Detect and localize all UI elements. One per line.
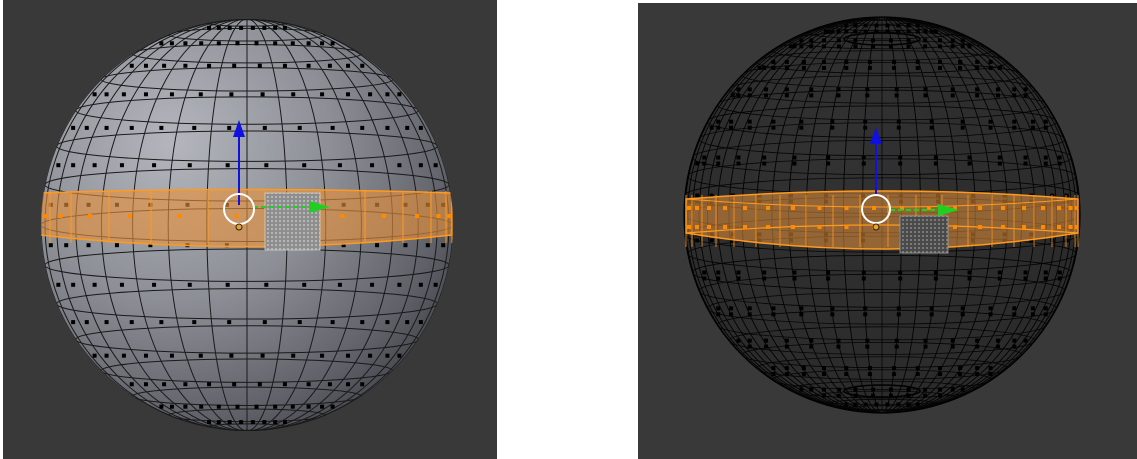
active-face <box>264 192 321 251</box>
active-face <box>899 215 949 254</box>
transform-gizmo-icon <box>861 127 959 231</box>
pivot-circle-icon <box>861 194 891 224</box>
left-viewport[interactable] <box>3 0 497 459</box>
origin-dot-icon <box>872 223 880 231</box>
z-axis-arrow-icon <box>233 120 245 137</box>
x-axis-arrow-icon <box>309 201 330 213</box>
sphere-outline <box>683 16 1081 414</box>
selected-face-loop <box>685 190 1079 254</box>
bottom-pole <box>843 384 921 398</box>
right-viewport[interactable] <box>638 3 1137 459</box>
origin-dot-icon <box>235 223 243 231</box>
top-pole <box>843 32 921 46</box>
wireframe-sphere-view[interactable] <box>638 3 1137 459</box>
transform-gizmo-icon <box>223 120 330 231</box>
solid-sphere-view[interactable] <box>3 0 497 459</box>
z-axis-arrow-icon <box>870 127 882 144</box>
selected-face-loop <box>41 188 453 251</box>
x-axis-arrow-icon <box>938 204 959 216</box>
